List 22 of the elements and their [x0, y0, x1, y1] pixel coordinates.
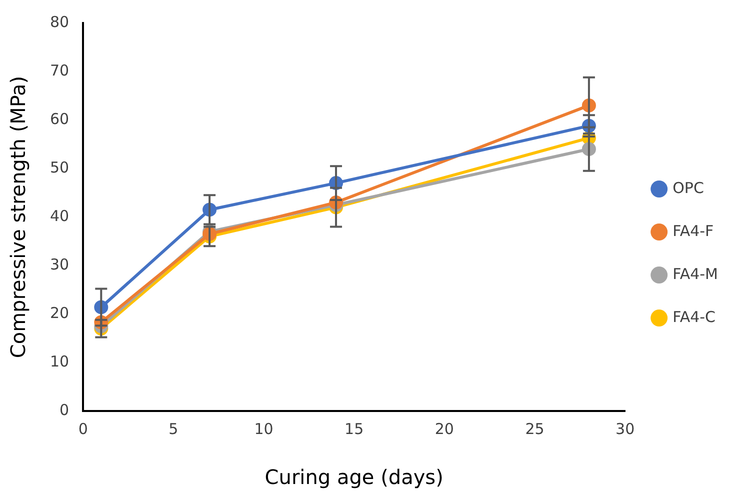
legend-label: FA4-C	[672, 308, 716, 326]
legend-label: FA4-M	[672, 264, 718, 283]
y-tick-label: 40	[50, 206, 70, 225]
x-tick-label: 5	[168, 420, 178, 438]
x-axis-title: Curing age (days)	[264, 465, 444, 490]
x-tick-label: 25	[525, 420, 544, 438]
y-tick-label: 30	[50, 255, 70, 274]
y-tick-label: 0	[60, 400, 70, 419]
legend-label: OPC	[672, 178, 704, 197]
y-tick-label: 70	[50, 61, 70, 80]
x-tick-label: 0	[78, 420, 88, 438]
x-tick-label: 10	[254, 420, 274, 438]
legend-label: FA4-F	[672, 222, 714, 240]
x-tick-label: 15	[344, 420, 364, 438]
y-axis-title: Compressive strength (MPa)	[6, 76, 30, 358]
y-tick-label: 50	[50, 158, 70, 176]
y-tick-label: 80	[50, 12, 70, 31]
y-tick-label: 20	[50, 304, 70, 322]
x-tick-label: 20	[434, 420, 454, 438]
y-tick-label: 10	[50, 352, 70, 370]
y-tick-label: 60	[50, 110, 70, 128]
x-tick-label: 30	[616, 420, 635, 438]
